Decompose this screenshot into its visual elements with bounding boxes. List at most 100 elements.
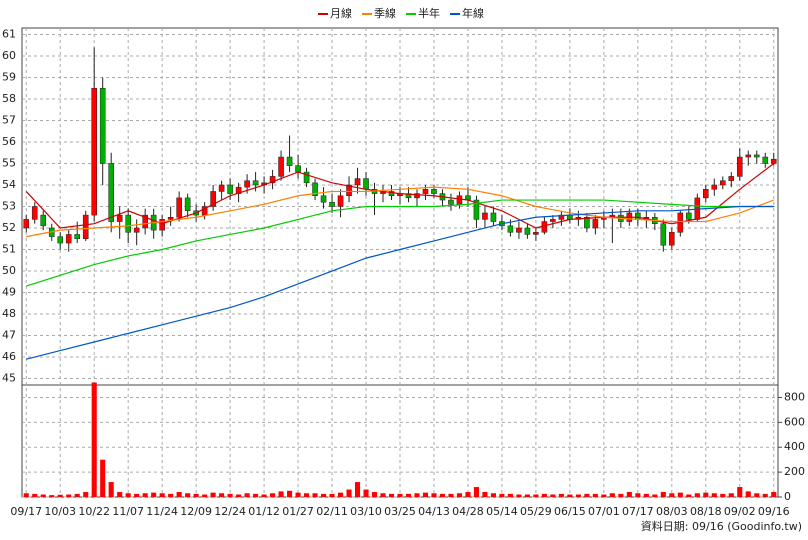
x-tick-label: 07/17 (622, 505, 654, 518)
volume-bar (185, 493, 191, 497)
ma-line (26, 199, 774, 287)
volume-bar (720, 493, 726, 497)
volume-bar (550, 494, 556, 497)
volume-bar (74, 493, 80, 497)
volume-bar (142, 493, 148, 497)
candle-body (635, 212, 641, 220)
volume-bar (541, 493, 547, 497)
volume-bar (728, 493, 734, 497)
y2-tick-label: 0 (784, 490, 791, 503)
volume-bar (32, 493, 38, 497)
volume-bar (592, 493, 598, 497)
candle-body (736, 156, 743, 177)
volume-bar (380, 493, 386, 497)
candle-body (448, 199, 454, 205)
legend-label: 半年 (418, 6, 440, 20)
volume-bar (652, 494, 658, 497)
volume-bar (210, 492, 216, 497)
x-tick-label: 03/10 (350, 505, 382, 518)
y-tick-label: 55 (2, 156, 16, 169)
volume-bar (448, 493, 454, 497)
volume-bar (354, 482, 361, 497)
volume-bar (745, 491, 751, 497)
volume-bar (287, 490, 293, 497)
footer: 資料日期: 09/16 (Goodinfo.tw) (641, 519, 802, 533)
candle-body (669, 232, 675, 246)
x-tick-label: 01/27 (282, 505, 314, 518)
volume-bar (270, 493, 276, 497)
volume-bar (431, 493, 437, 497)
x-tick-label: 12/24 (214, 505, 246, 518)
candle-body (584, 217, 590, 229)
volume-bar (227, 493, 233, 497)
candle-body (99, 87, 106, 164)
ma-line (26, 205, 774, 360)
volume-bar (91, 382, 97, 497)
y-tick-label: 49 (2, 286, 16, 299)
volume-bar (499, 493, 505, 497)
candle-body (184, 197, 191, 212)
legend-label: 季線 (374, 6, 396, 20)
volume-bar (439, 493, 446, 497)
volume-bar (677, 492, 683, 497)
volume-bar (567, 494, 573, 497)
candle-body (23, 219, 30, 229)
volume-bar (618, 493, 624, 497)
ma-line (25, 163, 775, 229)
volume-bar (643, 493, 649, 497)
volume-bar (337, 492, 344, 497)
volume-bar (533, 494, 539, 497)
candle-body (269, 176, 276, 184)
candle-body (592, 219, 599, 229)
y2-tick-label: 200 (784, 465, 805, 478)
volume-bar (397, 493, 403, 497)
legend-label: 月線 (330, 6, 352, 20)
volume-bar (609, 493, 615, 497)
x-tick-label: 04/13 (418, 505, 450, 518)
candle-body (40, 214, 47, 227)
candle-body (490, 212, 497, 222)
volume-bar (754, 493, 760, 497)
volume-bar (516, 494, 522, 497)
candle-body (762, 156, 769, 164)
y-tick-label: 61 (2, 27, 16, 40)
y-tick-label: 50 (2, 264, 16, 277)
volume-bar (762, 493, 768, 497)
volume-bar (219, 493, 225, 497)
volume-bar (134, 493, 140, 497)
volume-bar (49, 495, 55, 497)
candle-body (82, 214, 89, 240)
x-tick-label: 09/17 (10, 505, 42, 518)
volume-bar (414, 493, 420, 497)
candle-body (770, 158, 777, 164)
y-tick-label: 56 (2, 135, 16, 148)
x-tick-label: 08/18 (690, 505, 722, 518)
candle-body (524, 227, 531, 235)
candle-body (227, 184, 233, 194)
volume-bar (669, 493, 675, 497)
volume-bar (66, 494, 72, 497)
volume-bar (23, 493, 29, 497)
volume-bar (482, 492, 488, 497)
candle-body (108, 163, 114, 222)
candle-body (278, 156, 284, 177)
volume-bar (40, 494, 46, 497)
volume-bar (321, 493, 327, 497)
volume-bar (601, 494, 607, 497)
volume-bar (295, 492, 301, 497)
volume-bar (312, 493, 318, 497)
candle-body (414, 193, 420, 199)
y-tick-label: 59 (2, 70, 16, 83)
volume-bar (686, 494, 692, 497)
candle-body (312, 182, 318, 196)
volume-bar (108, 482, 114, 497)
y-tick-label: 51 (2, 243, 16, 256)
volume-bar (422, 492, 429, 497)
x-tick-label: 09/02 (724, 505, 756, 518)
x-tick-label: 02/11 (316, 505, 348, 518)
volume-bar (490, 493, 496, 497)
legend-label: 年線 (462, 6, 484, 20)
candle-body (57, 236, 64, 244)
candle-body (354, 178, 361, 186)
volume-bar (465, 492, 471, 497)
